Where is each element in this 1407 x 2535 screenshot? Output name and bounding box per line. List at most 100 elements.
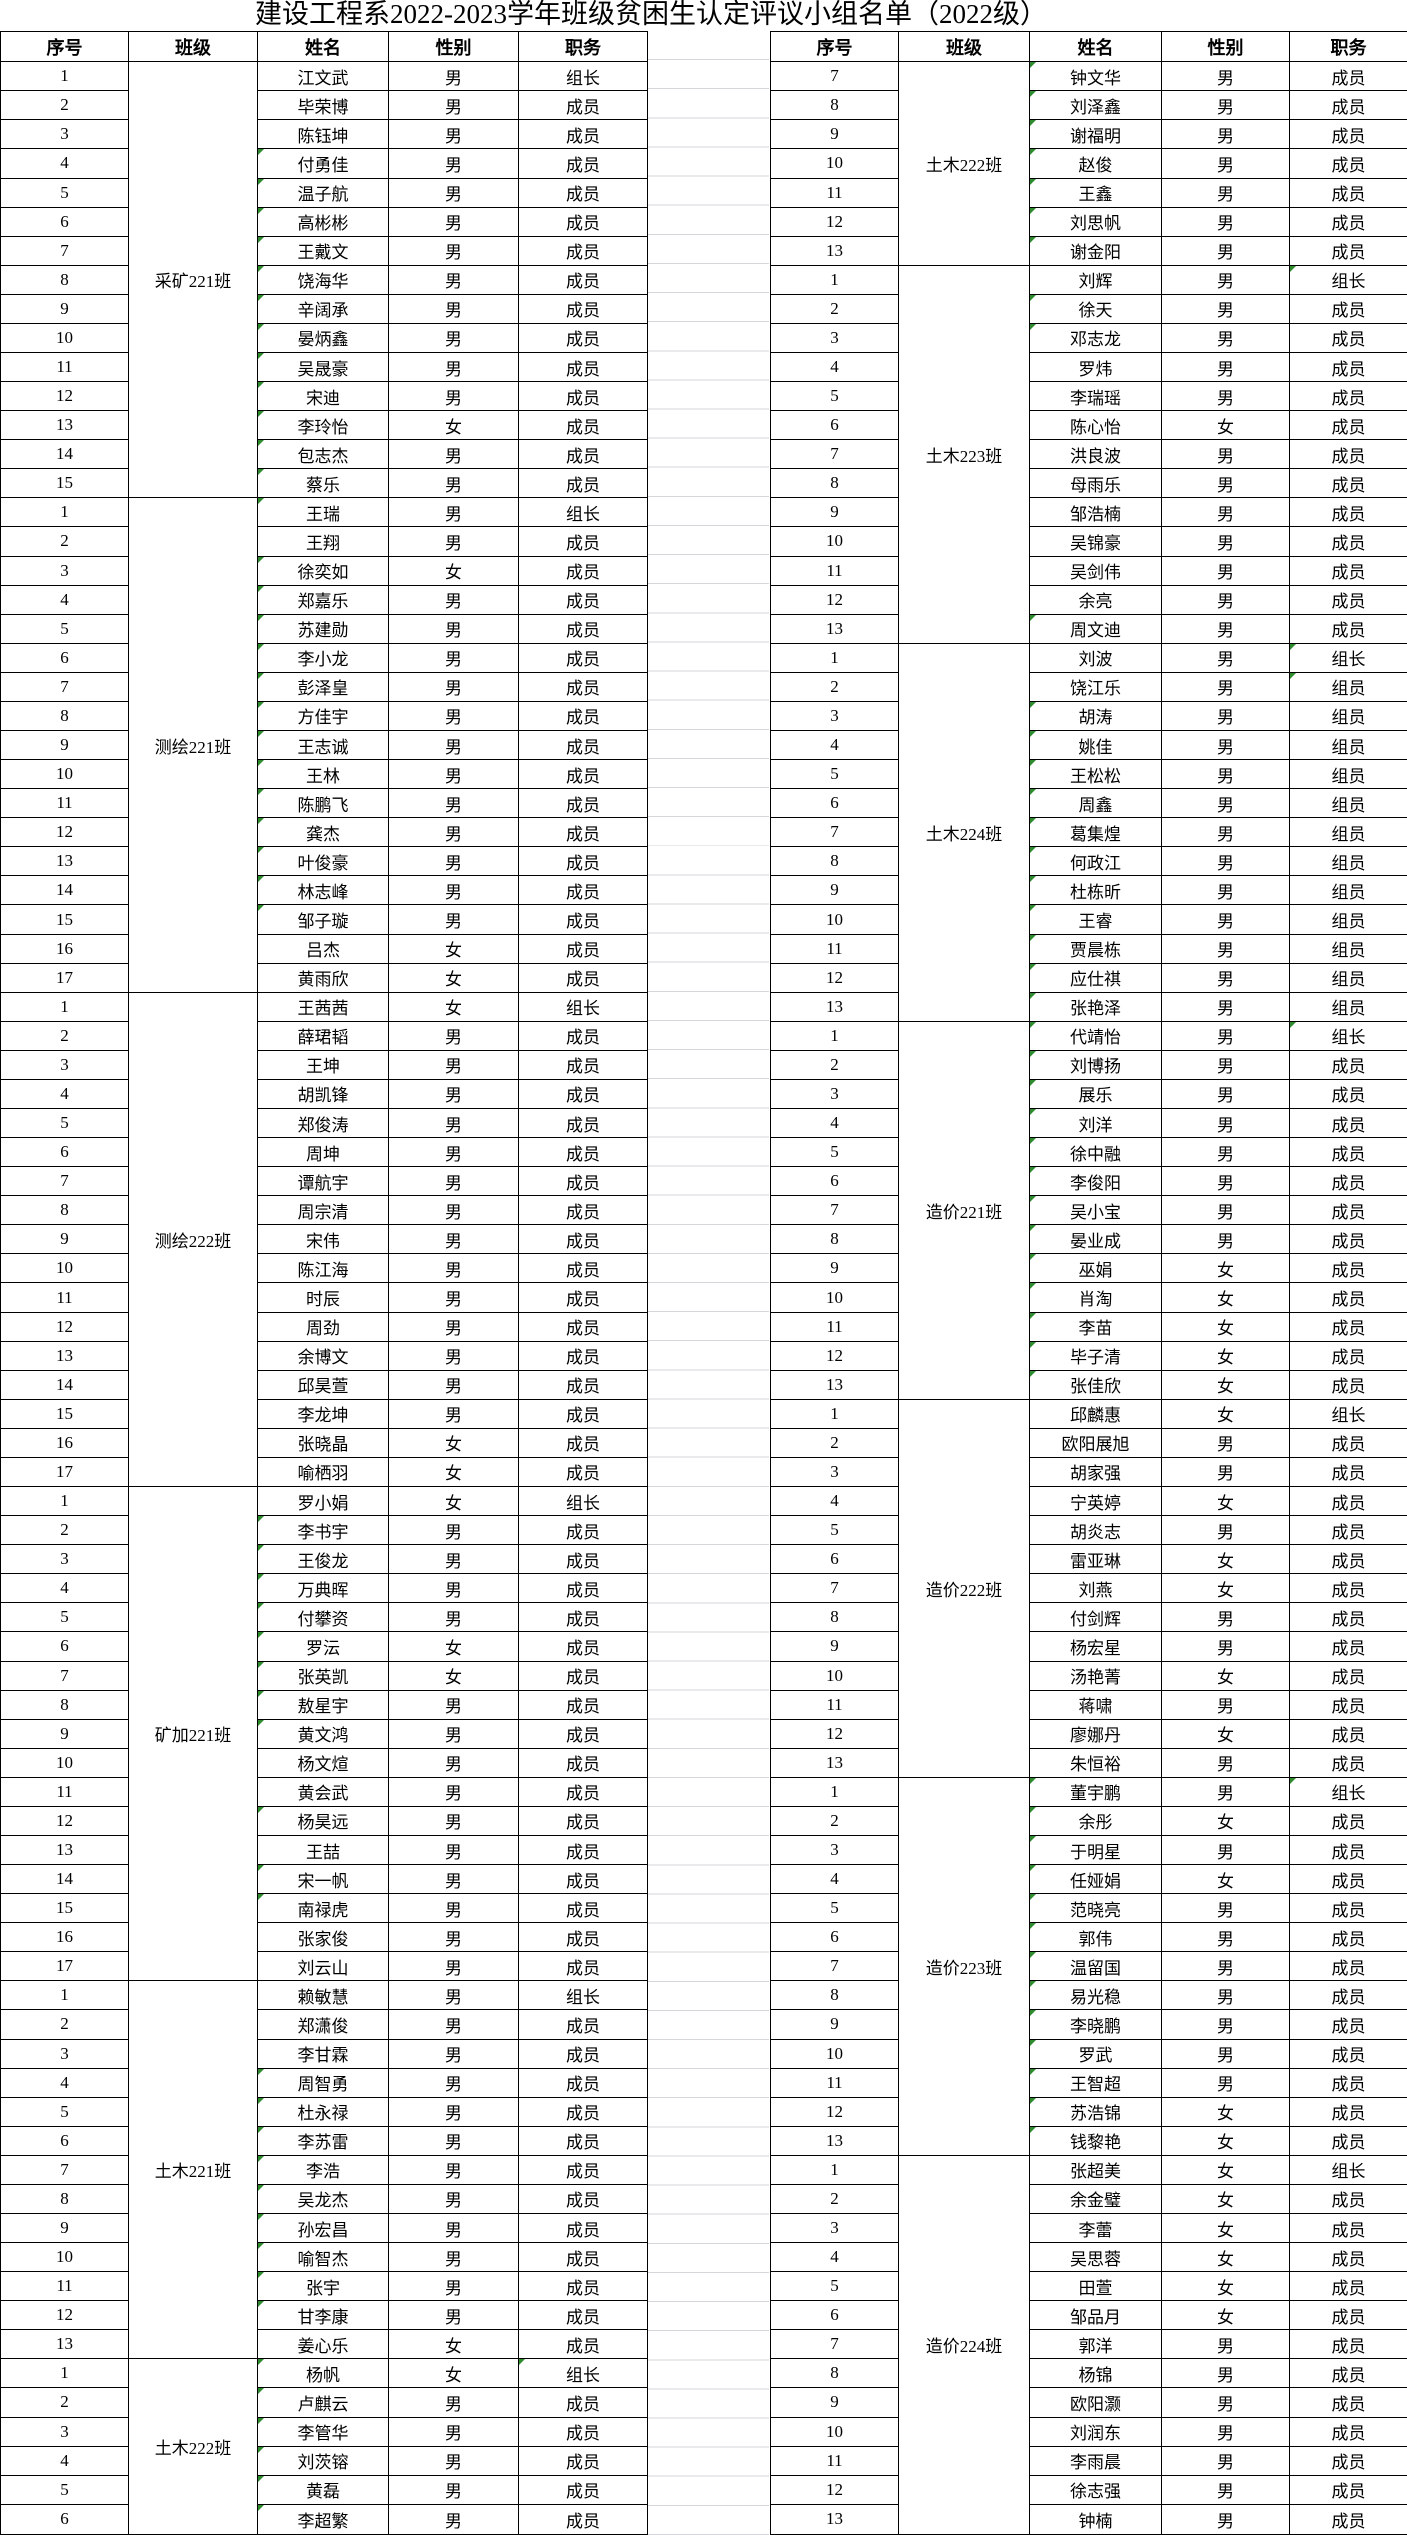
name-cell: 罗炜 (1029, 351, 1162, 383)
name-cell: 邹子璇 (257, 904, 389, 935)
class-cell: 矿加221班 (128, 1486, 258, 1982)
name-cell: 陈心怡 (1029, 410, 1162, 441)
index-cell: 3 (0, 1049, 129, 1080)
name-cell: 彭泽皇 (257, 671, 389, 702)
index-cell: 6 (770, 1166, 899, 1197)
table-row: 4 姚佳男组员 (770, 729, 1407, 761)
gender-cell: 女 (1161, 1253, 1290, 1284)
index-cell: 13 (770, 2503, 899, 2535)
index-cell: 11 (770, 1311, 899, 1342)
role-cell: 成员 (518, 148, 648, 179)
role-cell: 成员 (518, 2474, 648, 2505)
column-header: 性别 (388, 30, 519, 63)
gender-cell: 女 (1161, 2242, 1290, 2273)
gender-cell: 男 (388, 759, 519, 790)
index-cell: 2 (770, 671, 899, 702)
gender-cell: 男 (388, 1718, 519, 1749)
table-row: 6 高彬彬男成员 (0, 206, 648, 237)
table-row: 16 吕杰女成员 (0, 933, 648, 964)
role-cell: 成员 (1289, 2038, 1407, 2069)
role-cell: 成员 (1289, 1660, 1407, 1691)
name-cell: 邱昊萱 (257, 1369, 389, 1400)
table-row: 5 苏建勋男成员 (0, 613, 648, 644)
index-cell: 11 (0, 788, 129, 819)
index-cell: 7 (770, 439, 899, 470)
gender-cell: 男 (388, 1834, 519, 1866)
gender-cell: 男 (1161, 1049, 1290, 1080)
name-cell: 方佳宇 (257, 700, 389, 732)
gender-cell: 男 (1161, 1776, 1290, 1807)
name-cell: 毕子清 (1029, 1340, 1162, 1371)
gender-cell: 男 (1161, 846, 1290, 877)
index-cell: 5 (770, 1137, 899, 1168)
name-cell: 钟楠 (1029, 2503, 1162, 2535)
name-cell: 黄会武 (257, 1776, 389, 1807)
table-row: 2 李书宇男成员 (0, 1515, 648, 1546)
gender-cell: 男 (388, 351, 519, 383)
role-cell: 成员 (518, 322, 648, 353)
index-cell: 3 (0, 555, 129, 586)
name-cell: 蔡乐 (257, 468, 389, 499)
index-cell: 7 (0, 235, 129, 266)
gender-cell: 男 (1161, 235, 1290, 266)
role-cell: 成员 (518, 1893, 648, 1924)
gender-cell: 女 (388, 1660, 519, 1691)
name-cell: 郭洋 (1029, 2329, 1162, 2360)
index-cell: 2 (0, 2387, 129, 2418)
name-cell: 李龙坤 (257, 1398, 389, 1429)
index-cell: 10 (0, 322, 129, 353)
gender-cell: 男 (388, 1805, 519, 1836)
table-row: 3 陈钰坤男成员 (0, 119, 648, 150)
table-row: 10 罗武男成员 (770, 2038, 1407, 2069)
table-row: 12 苏浩锦女成员 (770, 2096, 1407, 2127)
table-row: 12 甘李康男成员 (0, 2300, 648, 2331)
role-cell: 成员 (1289, 2212, 1407, 2244)
role-cell: 组员 (1289, 729, 1407, 761)
green-corner-flag-icon (1030, 91, 1036, 98)
index-cell: 9 (0, 293, 129, 324)
table-row: 7 彭泽皇男成员 (0, 671, 648, 702)
name-cell: 包志杰 (257, 439, 389, 470)
index-cell: 13 (0, 1834, 129, 1866)
table-row: 10 喻智杰男成员 (0, 2242, 648, 2273)
name-cell: 谢金阳 (1029, 235, 1162, 266)
green-corner-flag-icon (258, 2098, 264, 2104)
table-row: 4 宁英婷女成员 (770, 1486, 1407, 1517)
name-cell: 高彬彬 (257, 206, 389, 237)
gender-cell: 男 (1161, 2416, 1290, 2447)
table-row: 11 贾晨栋男组员 (770, 933, 1407, 964)
gender-cell: 男 (388, 1195, 519, 1226)
name-cell: 罗小娟 (257, 1486, 389, 1517)
gender-cell: 男 (1161, 2038, 1290, 2069)
gender-cell: 男 (1161, 1427, 1290, 1458)
gender-cell: 女 (1161, 1486, 1290, 1517)
name-cell: 谭航宇 (257, 1166, 389, 1197)
name-cell: 张英凯 (257, 1660, 389, 1691)
role-cell: 成员 (1289, 235, 1407, 266)
name-cell: 杨锦 (1029, 2358, 1162, 2389)
green-corner-flag-icon (1030, 789, 1036, 796)
green-corner-flag-icon (1030, 993, 1036, 999)
gender-cell: 男 (1161, 61, 1290, 92)
table-row: 14 包志杰男成员 (0, 439, 648, 470)
role-cell: 成员 (1289, 1747, 1407, 1778)
index-cell: 2 (0, 90, 129, 121)
gender-cell: 女 (388, 555, 519, 586)
role-cell: 组员 (1289, 904, 1407, 935)
table-row: 13 王喆男成员 (0, 1834, 648, 1866)
class-cell: 采矿221班 (128, 61, 258, 499)
name-cell: 南禄虎 (257, 1893, 389, 1924)
role-cell: 成员 (1289, 2329, 1407, 2360)
name-cell: 应仕祺 (1029, 962, 1162, 993)
name-cell: 汤艳菁 (1029, 1660, 1162, 1691)
table-row: 10 王林男成员 (0, 759, 648, 790)
table-row: 3 胡家强男成员 (770, 1456, 1407, 1488)
gender-cell: 女 (1161, 2271, 1290, 2302)
green-corner-flag-icon (1030, 149, 1036, 156)
role-cell: 成员 (1289, 1631, 1407, 1662)
name-cell: 余金璧 (1029, 2183, 1162, 2214)
index-cell: 3 (770, 1078, 899, 1110)
gender-cell: 男 (1161, 119, 1290, 150)
name-cell: 叶俊豪 (257, 846, 389, 877)
role-cell: 成员 (1289, 1311, 1407, 1342)
